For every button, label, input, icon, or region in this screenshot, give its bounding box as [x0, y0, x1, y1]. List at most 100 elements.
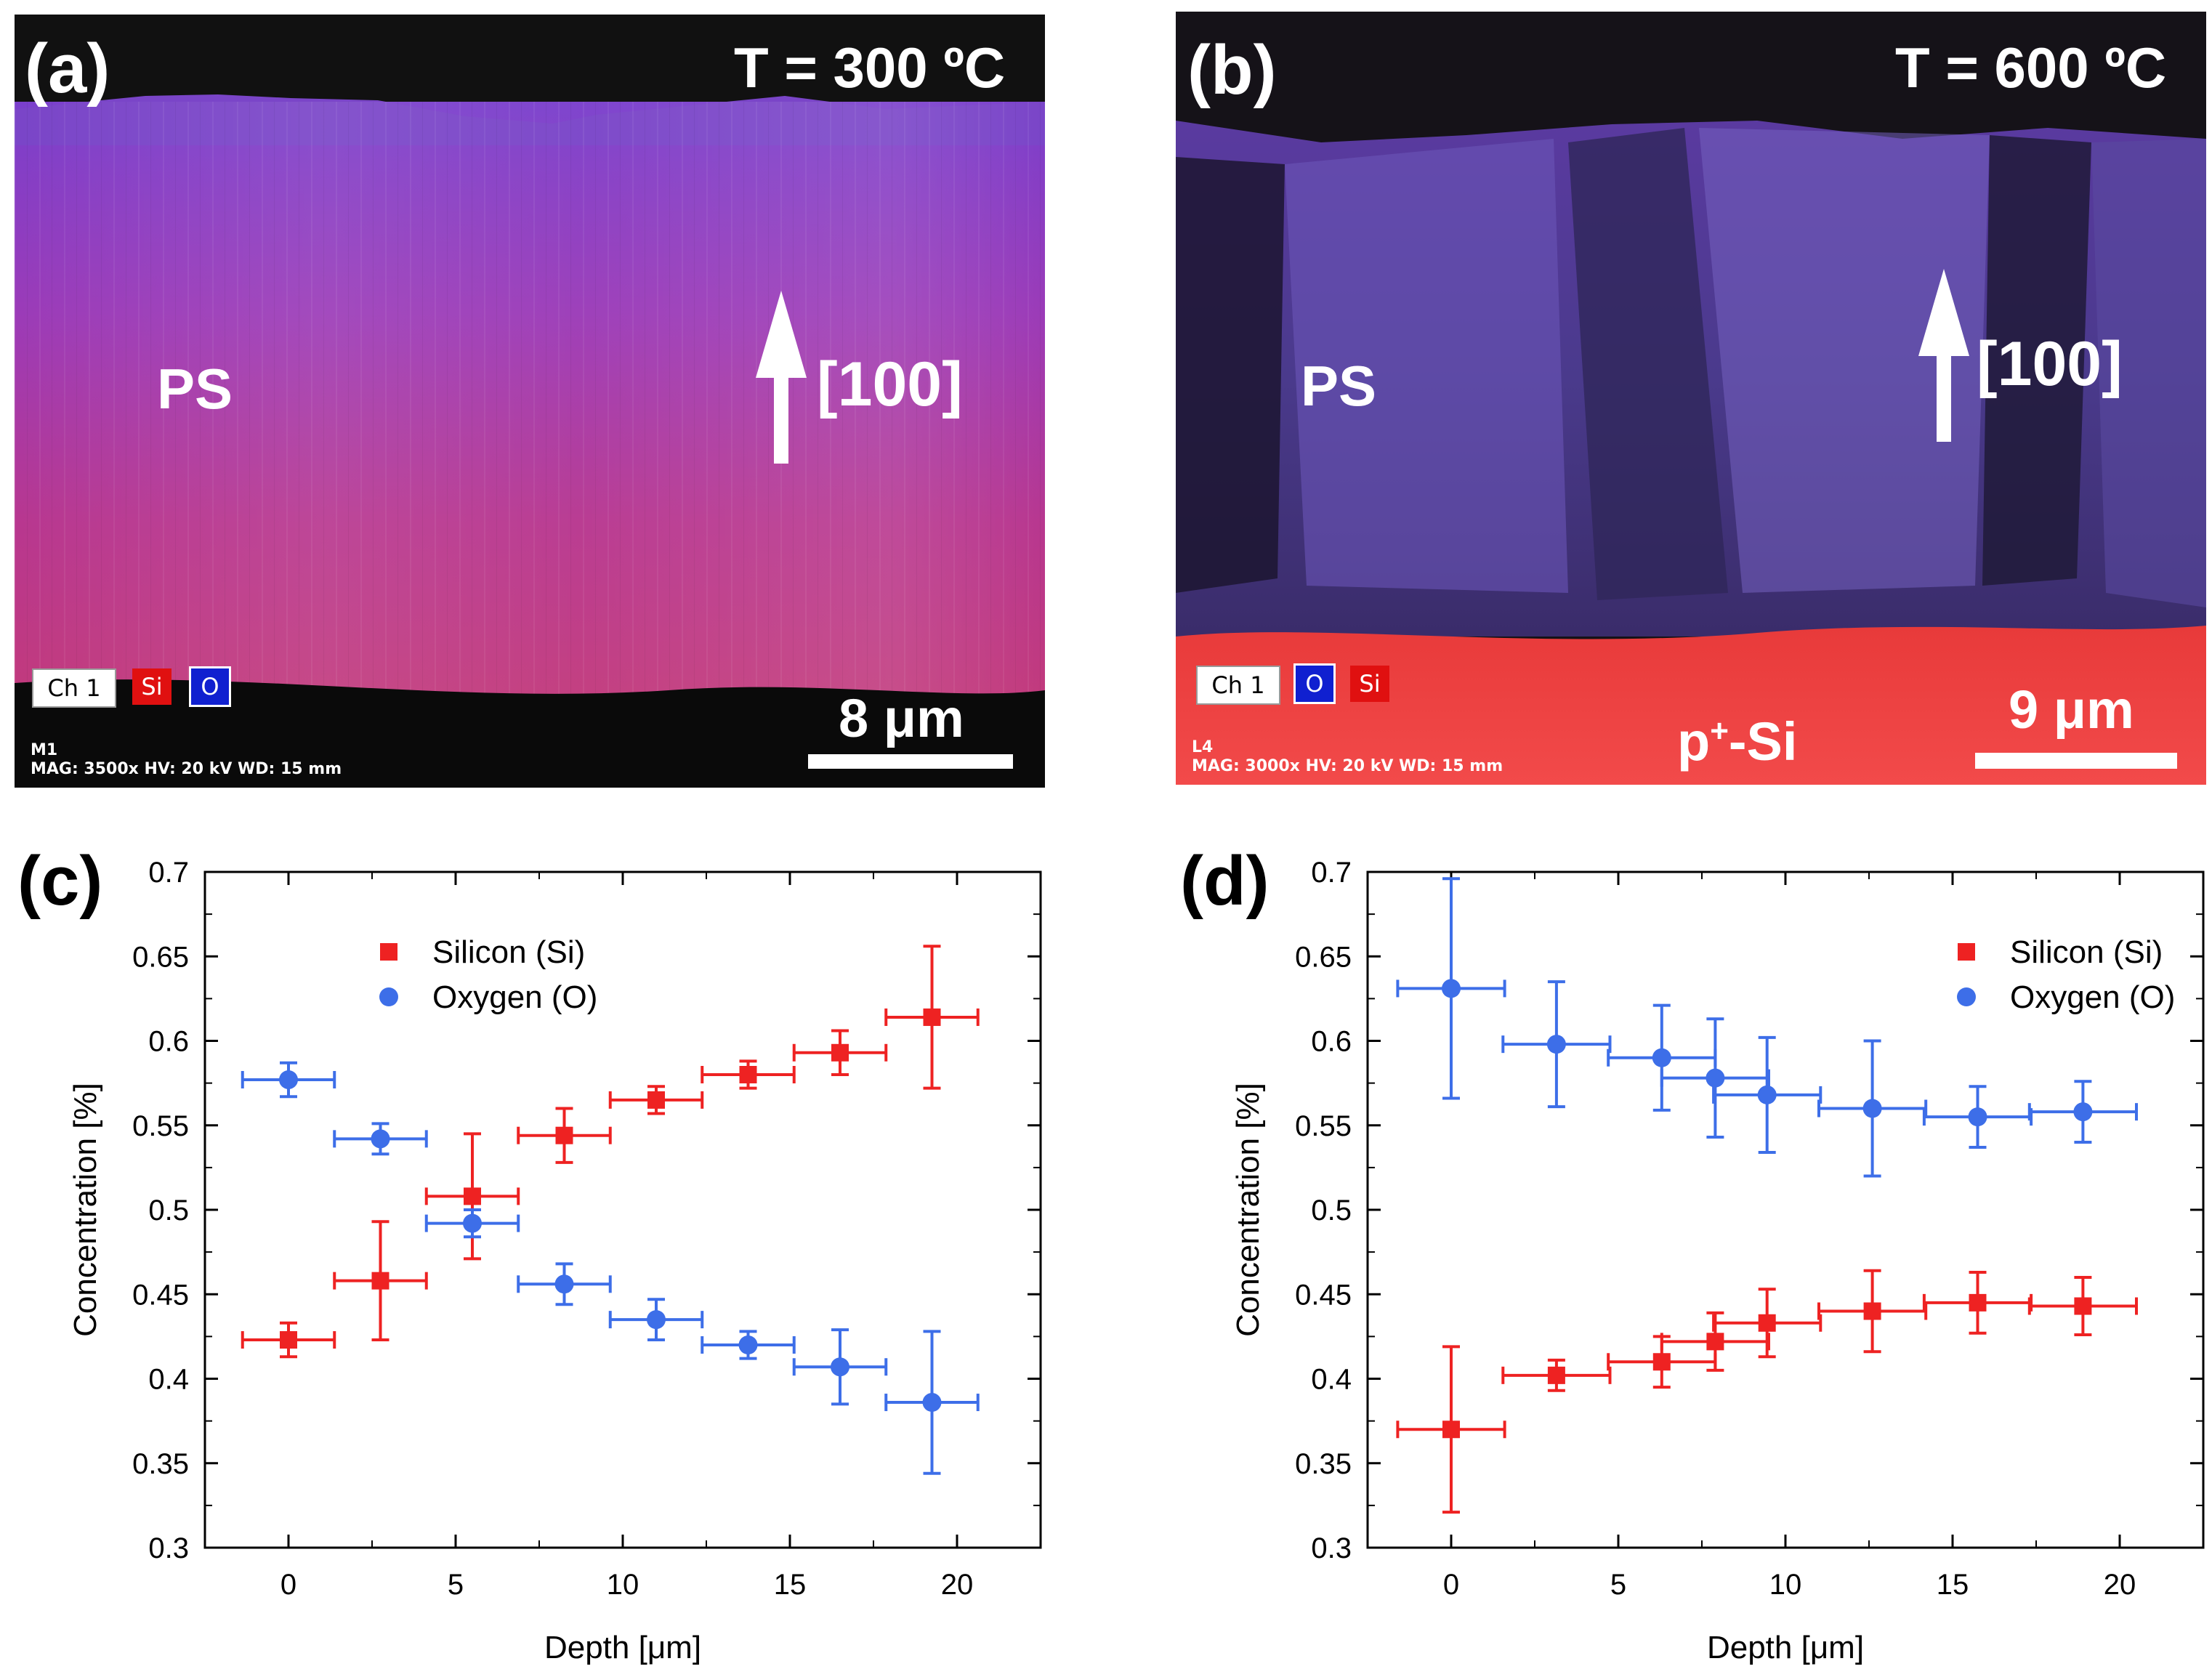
x-tick-label: 15: [774, 1569, 807, 1601]
edx-map-image-b: [1176, 12, 2206, 785]
panel-letter-c: (c): [17, 842, 103, 920]
meta-id-b: L4: [1192, 738, 1214, 756]
y-tick-label: 0.55: [1295, 1110, 1352, 1142]
direction-label-b: [100]: [1977, 329, 2123, 399]
y-tick-label: 0.55: [132, 1110, 189, 1142]
data-point-o: [2073, 1102, 2093, 1122]
ps-label-b: PS: [1301, 354, 1377, 418]
y-tick-label: 0.5: [1311, 1195, 1352, 1227]
channel-ch1-a: Ch 1: [32, 668, 116, 708]
data-point-si: [371, 1272, 389, 1290]
concentration-chart-c: 0.3 0.35 0.4 0.45 0.5 0.55 0.6 0.65 0.7 0 5 10 15 20 D…: [68, 857, 1042, 1665]
data-point-si: [555, 1126, 573, 1144]
x-axis-label: Depth [μm]: [1707, 1630, 1864, 1665]
meta-info-a: MAG: 3500x HV: 20 kV WD: 15 mm: [31, 760, 342, 778]
meta-id-a: M1: [31, 741, 58, 759]
y-tick-label: 0.65: [1295, 941, 1352, 973]
scale-bar-a: [808, 754, 1013, 769]
legend-marker-o: [379, 987, 398, 1006]
legend-label: Silicon (Si): [2010, 934, 2163, 970]
data-point-si: [1547, 1366, 1565, 1384]
x-tick-label: 15: [1937, 1569, 1969, 1601]
plot-frame: [203, 870, 1042, 1549]
data-point-o: [1862, 1099, 1882, 1118]
data-point-o: [922, 1393, 942, 1413]
data-point-o: [371, 1129, 390, 1149]
y-tick-label: 0.45: [132, 1279, 189, 1311]
x-tick-label: 10: [607, 1569, 639, 1601]
direction-label-a: [100]: [817, 349, 963, 419]
channel-si-b: Si: [1350, 666, 1389, 702]
channel-o-a: O: [189, 666, 231, 707]
data-point-o: [554, 1274, 574, 1294]
y-tick-label: 0.45: [1295, 1279, 1352, 1311]
x-tick-label: 20: [941, 1569, 974, 1601]
temperature-label-b: T = 600 ºC: [1895, 36, 2167, 100]
data-point-si: [831, 1043, 849, 1062]
scale-bar-b: [1975, 753, 2177, 769]
data-point-si: [2074, 1297, 2092, 1315]
scale-bar-label-b: 9 μm: [2009, 679, 2134, 740]
substrate-rest: -Si: [1728, 711, 1798, 772]
y-tick-label: 0.7: [1311, 857, 1352, 889]
plot-frame: [1366, 870, 2205, 1549]
legend-label: Oxygen (O): [2010, 979, 2175, 1015]
data-point-si: [1652, 1353, 1671, 1371]
y-tick-label: 0.65: [132, 941, 189, 973]
substrate-main: p: [1677, 711, 1711, 772]
legend-label: Oxygen (O): [432, 979, 597, 1015]
x-tick-label: 20: [2104, 1569, 2136, 1601]
y-axis-label: Concentration [%]: [68, 1083, 103, 1337]
channel-si-a: Si: [132, 668, 171, 705]
y-tick-label: 0.7: [148, 857, 189, 889]
legend-marker-si: [1958, 943, 1975, 961]
edx-map-panel-b: (b) T = 600 ºC PS [100] Ch 1 O Si L4 MAG…: [1176, 12, 2206, 785]
data-point-si: [739, 1066, 757, 1083]
data-point-si: [1969, 1293, 1987, 1312]
meta-info-b: MAG: 3000x HV: 20 kV WD: 15 mm: [1192, 757, 1503, 775]
y-axis-label: Concentration [%]: [1230, 1083, 1266, 1337]
x-axis-label: Depth [μm]: [544, 1630, 701, 1665]
y-tick-label: 0.35: [1295, 1448, 1352, 1480]
data-point-o: [831, 1357, 849, 1377]
x-tick-label: 0: [1443, 1569, 1459, 1601]
y-tick-label: 0.5: [148, 1195, 189, 1227]
substrate-sup: +: [1710, 713, 1729, 749]
legend-marker-si: [380, 943, 397, 961]
data-point-o: [1757, 1085, 1777, 1104]
y-tick-label: 0.35: [132, 1448, 189, 1480]
temperature-label-a: T = 300 ºC: [734, 36, 1006, 100]
x-tick-label: 10: [1769, 1569, 1802, 1601]
data-point-o: [647, 1310, 666, 1330]
y-tick-label: 0.4: [148, 1364, 189, 1396]
data-point-si: [923, 1008, 941, 1026]
data-point-si: [280, 1331, 297, 1349]
data-point-o: [1546, 1035, 1566, 1054]
data-point-si: [1442, 1421, 1460, 1439]
edx-map-panel-a: (a) T = 300 ºC PS [100] Ch 1 Si O M1 MAG…: [15, 15, 1045, 788]
y-tick-label: 0.3: [148, 1532, 189, 1564]
ps-label-a: PS: [157, 357, 233, 421]
data-point-o: [1706, 1068, 1725, 1088]
scale-bar-label-a: 8 μm: [839, 688, 964, 748]
data-point-si: [1863, 1302, 1881, 1320]
edx-map-image-a: [15, 15, 1045, 788]
data-point-o: [463, 1213, 482, 1233]
legend-label: Silicon (Si): [432, 934, 585, 970]
data-point-o: [738, 1335, 758, 1354]
x-tick-label: 0: [280, 1569, 296, 1601]
channel-o-b: O: [1293, 663, 1336, 704]
panel-letter-b: (b): [1187, 31, 1277, 109]
concentration-chart-d: 0.3 0.35 0.4 0.45 0.5 0.55 0.6 0.65 0.7 0 5 10 15 20 D…: [1230, 857, 2205, 1665]
channel-ch1-b: Ch 1: [1196, 666, 1280, 705]
up-arrow-icon-b: [1918, 269, 1969, 442]
data-point-o: [1652, 1048, 1671, 1067]
legend-marker-o: [1957, 987, 1976, 1006]
x-tick-label: 5: [1610, 1569, 1626, 1601]
y-tick-label: 0.3: [1311, 1532, 1352, 1564]
data-point-si: [647, 1091, 665, 1109]
substrate-label-b: p+-Si: [1677, 711, 1797, 772]
data-point-o: [1968, 1107, 1987, 1127]
y-tick-label: 0.6: [1311, 1026, 1352, 1058]
up-arrow-icon-a: [756, 291, 807, 464]
